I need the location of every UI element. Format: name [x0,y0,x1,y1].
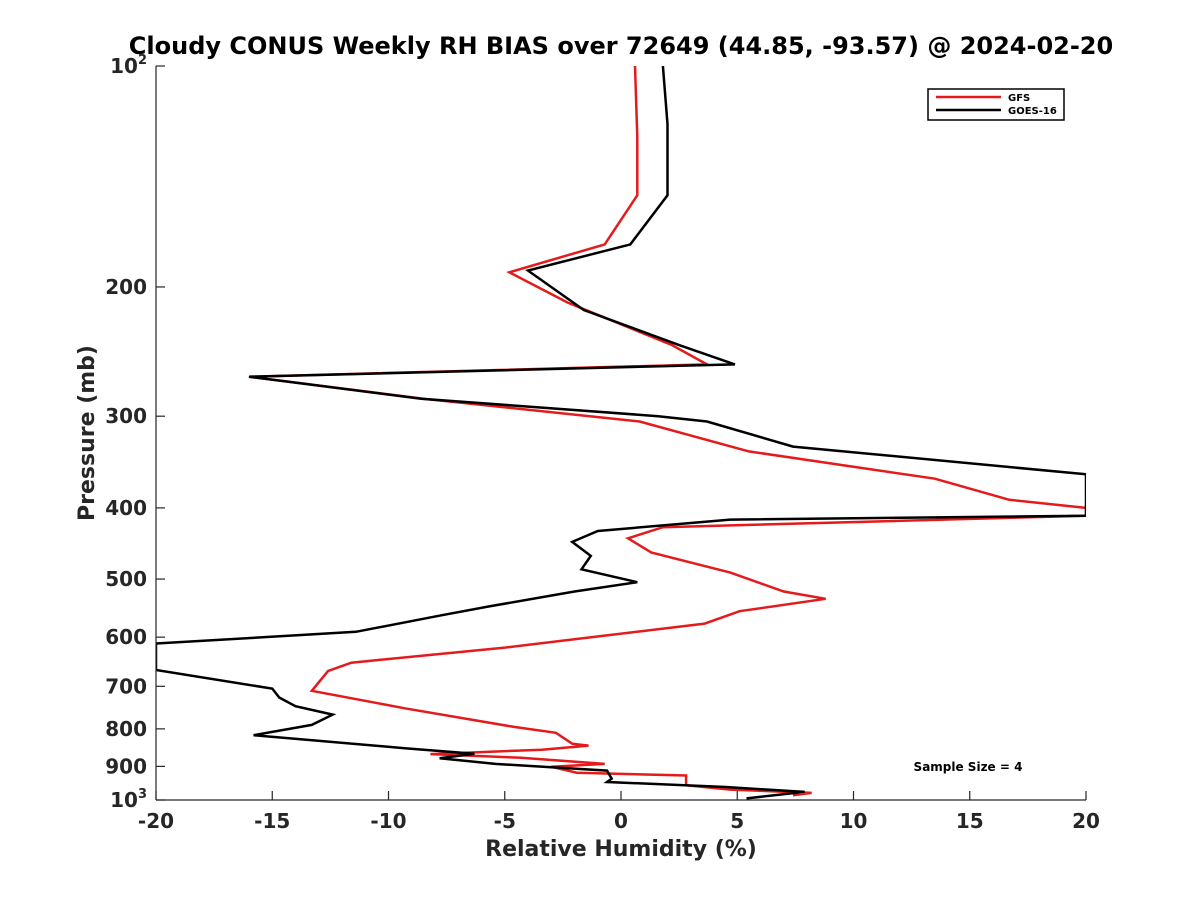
x-tick-label: 0 [614,809,628,833]
y-tick-label: 300 [105,404,147,428]
axes-layer [155,65,1087,801]
plot-area [155,65,1087,801]
x-axis-ticks: -20 -15 -10 -5 0 5 10 15 20 [138,809,1100,833]
y-tick-label: 103 [110,787,147,812]
y-tick-label: 400 [105,496,147,520]
legend: GFS GOES-16 [927,88,1065,121]
x-tick-label: 10 [840,809,868,833]
x-tick-label: 5 [730,809,744,833]
legend-label-goes16: GOES-16 [1008,106,1057,117]
x-tick-label: -5 [494,809,516,833]
x-tick-label: -15 [254,809,290,833]
x-tick-label: -10 [370,809,406,833]
plot-background [156,66,1086,800]
x-axis-label: Relative Humidity (%) [485,837,757,862]
y-axis-ticks: 102 200 300 400 500 600 700 800 900 103 [105,53,147,812]
series-line-goes16 [156,66,1086,800]
y-tick-label: 700 [105,674,147,698]
y-tick-label: 800 [105,717,147,741]
y-tick-label: 200 [105,275,147,299]
x-tick-label: 20 [1072,809,1100,833]
legend-box [927,88,1065,121]
x-tick-label: -20 [138,809,174,833]
sample-size-annotation: Sample Size = 4 [914,760,1023,774]
y-tick-label: 600 [105,625,147,649]
y-axis-label: Pressure (mb) [75,345,100,521]
x-tick-label: 15 [956,809,984,833]
y-tick-label: 900 [105,754,147,778]
legend-label-gfs: GFS [1008,93,1030,104]
series-layer [156,66,1086,800]
y-tick-label: 102 [110,53,147,78]
y-tick-label: 500 [105,567,147,591]
chart-title: Cloudy CONUS Weekly RH BIAS over 72649 (… [129,32,1113,60]
